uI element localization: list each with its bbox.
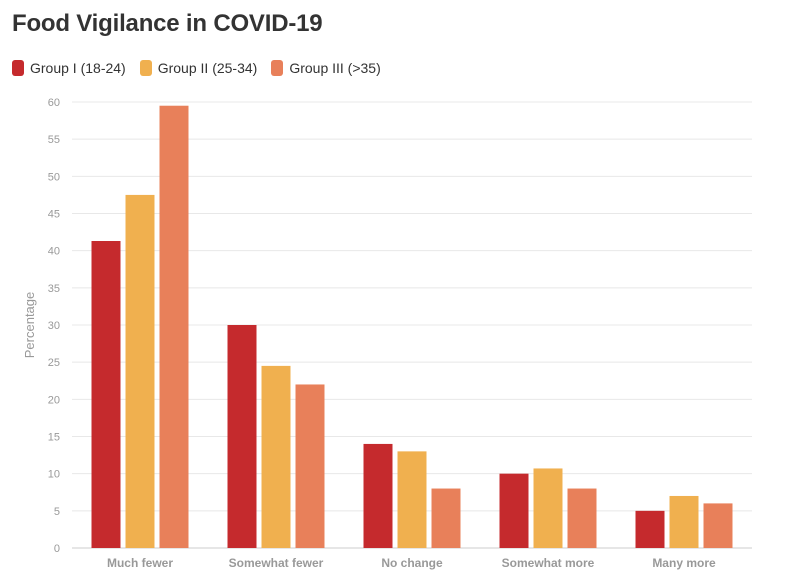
x-tick-label: No change: [381, 556, 443, 570]
x-tick-label: Many more: [652, 556, 716, 570]
y-tick-label: 5: [54, 506, 60, 518]
x-tick-label: Much fewer: [107, 556, 173, 570]
x-tick-label: Somewhat more: [502, 556, 595, 570]
bar-somewhat-fewer-series-3[interactable]: [295, 384, 325, 548]
bar-much-fewer-series-3[interactable]: [159, 105, 189, 548]
legend-label-group-1: Group I (18-24): [30, 60, 126, 76]
y-tick-label: 20: [48, 394, 60, 406]
y-tick-label: 55: [48, 134, 60, 146]
bar-no-change-series-2[interactable]: [397, 451, 427, 548]
y-tick-label: 35: [48, 283, 60, 295]
legend: Group I (18-24) Group II (25-34) Group I…: [12, 60, 381, 76]
bar-many-more-series-2[interactable]: [669, 495, 699, 548]
bar-somewhat-more-series-1[interactable]: [499, 473, 529, 548]
legend-label-group-2: Group II (25-34): [157, 60, 258, 76]
bar-much-fewer-series-1[interactable]: [91, 241, 121, 548]
y-tick-label: 40: [48, 246, 60, 258]
y-axis-ticks: 0 5 10 15 20 25 30 35 40 45 50 55 60: [48, 97, 60, 555]
y-tick-label: 30: [48, 320, 60, 332]
legend-item-group-2[interactable]: Group II (25-34): [139, 60, 258, 76]
bar-somewhat-fewer-series-2[interactable]: [261, 365, 291, 548]
bar-somewhat-fewer-series-1[interactable]: [227, 325, 257, 548]
bar-much-fewer-series-2[interactable]: [125, 194, 155, 548]
legend-swatch-group-2: [139, 60, 152, 76]
bar-somewhat-more-series-2[interactable]: [533, 468, 563, 548]
legend-swatch-group-1: [12, 60, 24, 76]
bar-somewhat-more-series-3[interactable]: [567, 488, 597, 548]
bar-no-change-series-1[interactable]: [363, 443, 393, 548]
legend-item-group-1[interactable]: Group I (18-24): [12, 60, 126, 76]
y-tick-label: 0: [54, 543, 60, 555]
y-tick-label: 50: [48, 171, 60, 183]
bars: [91, 105, 733, 548]
y-tick-label: 15: [48, 432, 60, 444]
y-tick-label: 10: [48, 469, 60, 481]
chart-title: Food Vigilance in COVID-19: [12, 10, 323, 37]
y-axis-label: Percentage: [22, 292, 37, 359]
x-tick-label: Somewhat fewer: [229, 556, 324, 570]
legend-swatch-group-3: [271, 60, 284, 76]
legend-label-group-3: Group III (>35): [289, 60, 381, 76]
bar-many-more-series-3[interactable]: [703, 503, 733, 548]
x-axis-ticks: Much fewer Somewhat fewer No change Somewha…: [107, 556, 716, 570]
y-tick-label: 60: [48, 97, 60, 109]
bar-many-more-series-1[interactable]: [635, 510, 665, 548]
bar-no-change-series-3[interactable]: [431, 488, 461, 548]
y-tick-label: 45: [48, 209, 60, 221]
y-tick-label: 25: [48, 357, 60, 369]
legend-item-group-3[interactable]: Group III (>35): [271, 60, 381, 76]
